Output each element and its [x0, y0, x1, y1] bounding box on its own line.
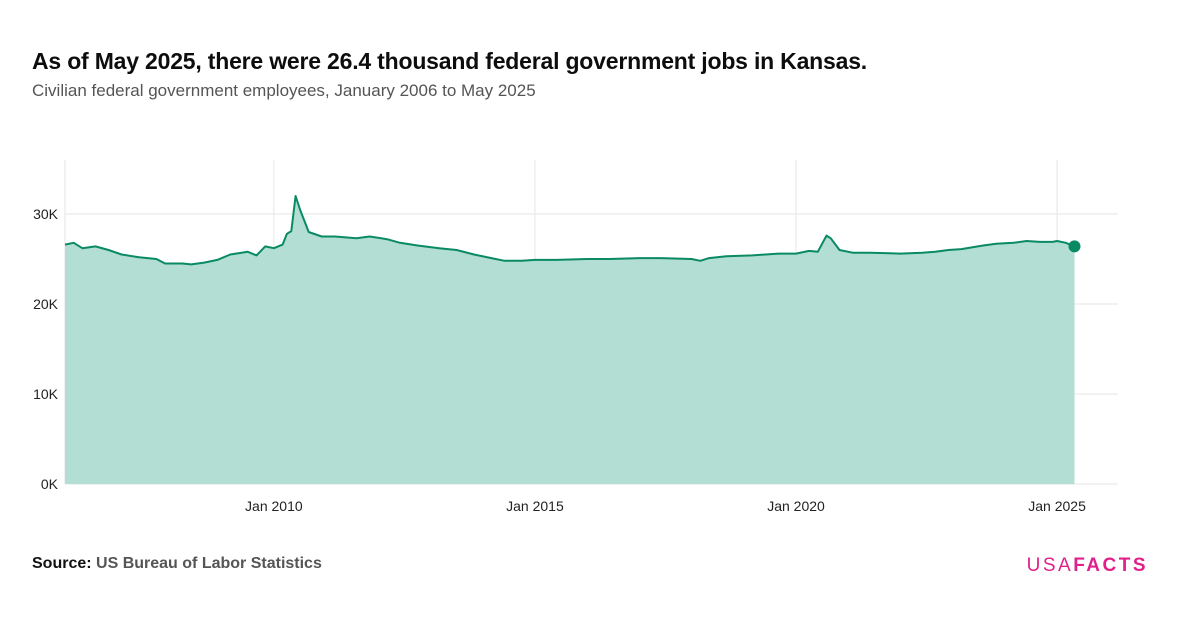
- chart-subtitle: Civilian federal government employees, J…: [32, 81, 536, 100]
- series-line: [64, 195, 1075, 266]
- chart-title: As of May 2025, there were 26.4 thousand…: [32, 48, 868, 74]
- source-value: US Bureau of Labor Statistics: [96, 555, 322, 572]
- logo-part1: USA: [1026, 555, 1074, 576]
- axis-layer: 0K 10K 20K 30K Jan 2010 Jan 2015 Jan 2020 Jan 2…: [33, 206, 1086, 514]
- y-tick-label: 20K: [33, 296, 59, 312]
- series-area: [65, 196, 1075, 484]
- y-tick-label: 30K: [33, 206, 59, 222]
- x-tick-label: Jan 2010: [245, 498, 303, 514]
- x-tick-label: Jan 2015: [506, 498, 564, 514]
- area-layer: [64, 195, 1081, 484]
- usafacts-logo: USAFACTS: [1027, 555, 1148, 577]
- x-tick-label: Jan 2020: [767, 498, 825, 514]
- y-tick-label: 0K: [41, 476, 59, 492]
- x-tick-label: Jan 2025: [1028, 498, 1086, 514]
- y-tick-label: 10K: [33, 386, 59, 402]
- logo-part2: FACTS: [1073, 555, 1148, 576]
- source-label: Source:: [32, 555, 92, 572]
- source-note: Source: US Bureau of Labor Statistics: [32, 555, 322, 573]
- last-point-marker: [1068, 240, 1081, 253]
